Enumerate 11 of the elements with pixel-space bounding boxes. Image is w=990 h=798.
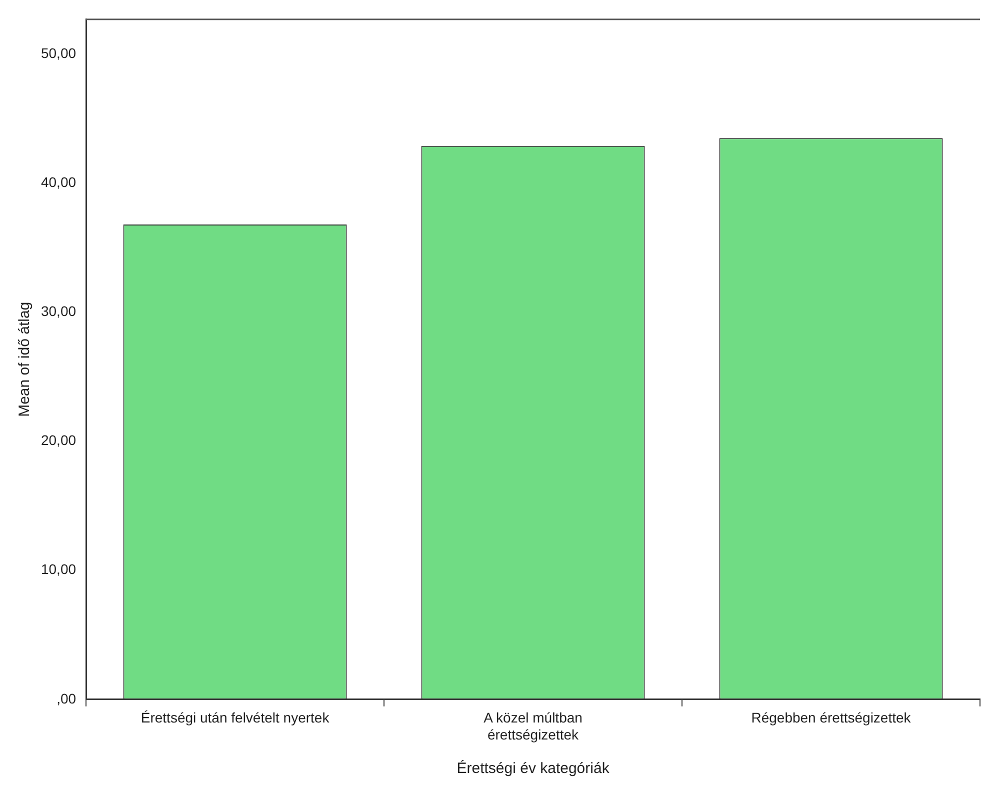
y-tick-label: 30,00 <box>40 303 76 320</box>
y-tick-label: ,00 <box>56 690 76 706</box>
y-axis-title: Mean of idő átlag <box>16 302 34 417</box>
x-axis-title: Érettségi év kategóriák <box>456 759 610 778</box>
x-tick-label: Régebben érettségizettek <box>751 710 912 726</box>
x-tick-label: Érettségi után felvételt nyertek <box>140 710 330 726</box>
x-tick-label: A közel múltban érettségizettek <box>484 710 582 742</box>
y-tick-label: 40,00 <box>40 174 76 190</box>
y-tick-label: 20,00 <box>40 432 76 448</box>
y-tick-label: 50,00 <box>40 45 76 62</box>
y-tick-label: 10,00 <box>40 561 76 578</box>
